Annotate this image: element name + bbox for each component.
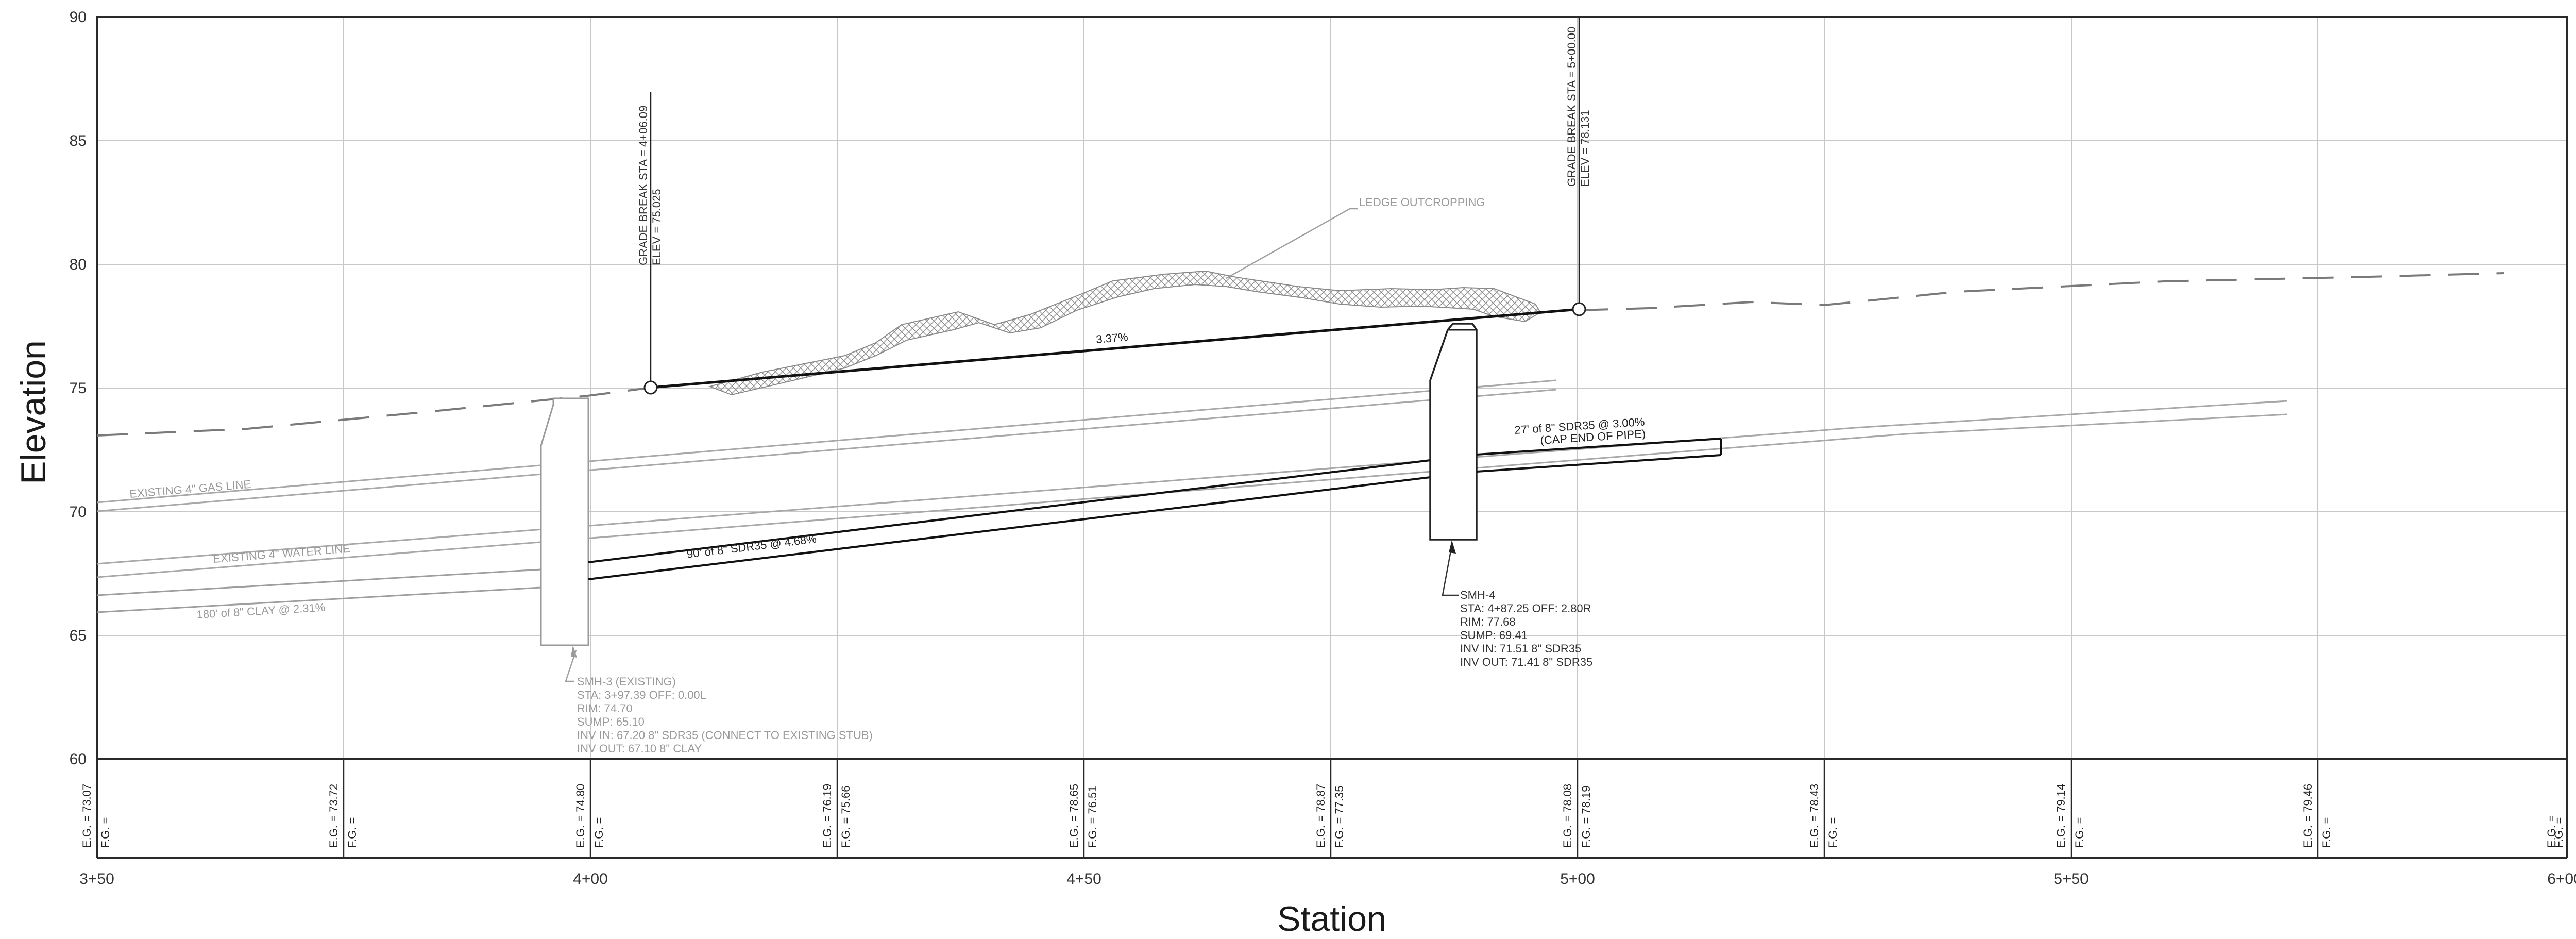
y-tick-label: 70 (70, 504, 87, 521)
smh3-title: SMH-3 (EXISTING) (577, 675, 676, 688)
band-fg: F.G. = (99, 817, 112, 848)
smh4-leader-arrow (1449, 540, 1456, 554)
smh4-leader (1442, 545, 1459, 596)
existing-clay-pipe-invert (96, 586, 541, 613)
smh4-title: SMH-4 (1460, 589, 1495, 601)
band-eg: E.G. = 79.14 (2055, 784, 2067, 848)
grade-break-1-sta: GRADE BREAK STA = 4+06.09 (637, 106, 650, 265)
finished-grade-slope-label: 3.37% (1095, 330, 1128, 346)
band-eg: E.G. = 78.65 (1067, 784, 1080, 848)
band-fg: F.G. = 76.51 (1086, 786, 1099, 848)
band-fg: F.G. = 78.19 (1580, 786, 1592, 848)
grade-break-2: GRADE BREAK STA = 5+00.00 ELEV = 78.131 (1565, 17, 1591, 316)
band-fg: F.G. = (346, 817, 359, 848)
finished-grade-line (650, 308, 1580, 389)
y-tick-label: 80 (70, 256, 87, 273)
ledge-outcropping (708, 270, 1541, 396)
band-eg: E.G. = 76.19 (821, 784, 834, 848)
grade-break-1-marker (643, 380, 658, 395)
band-eg: E.G. = 73.72 (327, 784, 340, 848)
band-eg: E.G. = 79.46 (2301, 784, 2314, 848)
plot-frame (96, 16, 2568, 859)
band-eg: E.G. = 78.87 (1314, 784, 1327, 848)
ledge-leader (1226, 208, 1358, 279)
smh3-callout: SMH-3 (EXISTING) STA: 3+97.39 OFF: 0.00L… (577, 675, 873, 755)
smh3-inv-out: INV OUT: 67.10 8" CLAY (577, 742, 702, 755)
existing-clay-pipe-crown (96, 568, 541, 596)
band-fg: F.G. = (2552, 817, 2565, 848)
smh3-rim: RIM: 74.70 (577, 702, 633, 715)
existing-ground-line (96, 387, 652, 437)
gas-line-upper (96, 379, 1556, 504)
main-pipe-label: 90' of 8" SDR35 @ 4.68% (686, 532, 817, 561)
x-tick-label: 3+50 (79, 870, 114, 887)
band-eg: E.G. = 73.07 (80, 784, 93, 848)
x-tick-label: 5+00 (1560, 870, 1595, 887)
existing-ground-line-east (1577, 272, 2504, 311)
smh3-leader (565, 650, 577, 682)
gas-line-lower (96, 389, 1556, 512)
band-eg: E.G. = (2545, 815, 2558, 848)
smh3-inv-in: INV IN: 67.20 8" SDR35 (CONNECT TO EXIST… (577, 729, 873, 742)
x-axis: 3+50 4+00 4+50 5+00 5+50 6+00 (79, 870, 2576, 887)
grade-break-1: GRADE BREAK STA = 4+06.09 ELEV = 75.025 (637, 92, 663, 395)
y-axis-title: Elevation (14, 340, 53, 484)
stub-pipe-invert (1476, 454, 1721, 473)
band-fg: F.G. = (2073, 817, 2086, 848)
band-eg: E.G. = 78.43 (1808, 784, 1821, 848)
grid (97, 17, 2567, 759)
ledge-label: LEDGE OUTCROPPING (1359, 196, 1485, 209)
smh4-rim: RIM: 77.68 (1460, 615, 1516, 628)
band-fg: F.G. = 77.35 (1333, 786, 1346, 848)
water-line-lower (96, 413, 2288, 578)
smh4-callout: SMH-4 STA: 4+87.25 OFF: 2.80R RIM: 77.68… (1460, 589, 1592, 668)
band-fg: F.G. = (592, 817, 605, 848)
main-pipe-invert (588, 476, 1431, 580)
gas-line-label: EXISTING 4" GAS LINE (129, 478, 251, 500)
y-tick-label: 60 (70, 751, 87, 768)
x-tick-label: 4+00 (573, 870, 608, 887)
elevation-band: E.G. = 73.07 F.G. = E.G. = 73.72 F.G. = … (80, 784, 2565, 848)
smh4-inv-out: INV OUT: 71.41 8" SDR35 (1460, 656, 1592, 668)
band-fg: F.G. = 75.66 (839, 786, 852, 848)
existing-utilities: EXISTING 4" GAS LINE EXISTING 4" WATER L… (96, 379, 2288, 578)
smh4-sta: STA: 4+87.25 OFF: 2.80R (1460, 602, 1591, 615)
band-eg: E.G. = 74.80 (574, 784, 587, 848)
smh4-sump: SUMP: 69.41 (1460, 629, 1528, 642)
y-axis-left: 90 85 80 75 70 65 60 (70, 9, 87, 768)
stub-pipe-crown (1476, 438, 1721, 456)
band-eg: E.G. = 78.08 (1561, 784, 1574, 848)
grade-break-2-elev: ELEV = 78.131 (1579, 110, 1591, 187)
band-fg: F.G. = (2320, 817, 2333, 848)
smh3-leader-arrow (571, 645, 577, 658)
water-line-upper (96, 400, 2288, 565)
grade-break-2-sta: GRADE BREAK STA = 5+00.00 (1565, 27, 1578, 187)
y-tick-label: 90 (70, 9, 87, 26)
smh3-sta: STA: 3+97.39 OFF: 0.00L (577, 689, 706, 701)
x-tick-label: 6+00 (2547, 870, 2576, 887)
smh3-sump: SUMP: 65.10 (577, 715, 645, 728)
smh3-manhole (540, 397, 589, 646)
main-pipe-crown (588, 459, 1431, 563)
x-tick-label: 5+50 (2054, 870, 2089, 887)
y-tick-label: 65 (70, 627, 87, 644)
y-tick-label: 85 (70, 132, 87, 149)
smh4-inv-in: INV IN: 71.51 8" SDR35 (1460, 642, 1581, 655)
band-fg: F.G. = (1826, 817, 1839, 848)
smh4-manhole (1429, 323, 1478, 541)
x-tick-label: 4+50 (1066, 870, 1101, 887)
grade-break-1-elev: ELEV = 75.025 (650, 189, 663, 265)
x-axis-title: Station (1277, 899, 1386, 938)
y-tick-label: 75 (70, 380, 87, 397)
grade-break-2-marker (1572, 302, 1586, 316)
